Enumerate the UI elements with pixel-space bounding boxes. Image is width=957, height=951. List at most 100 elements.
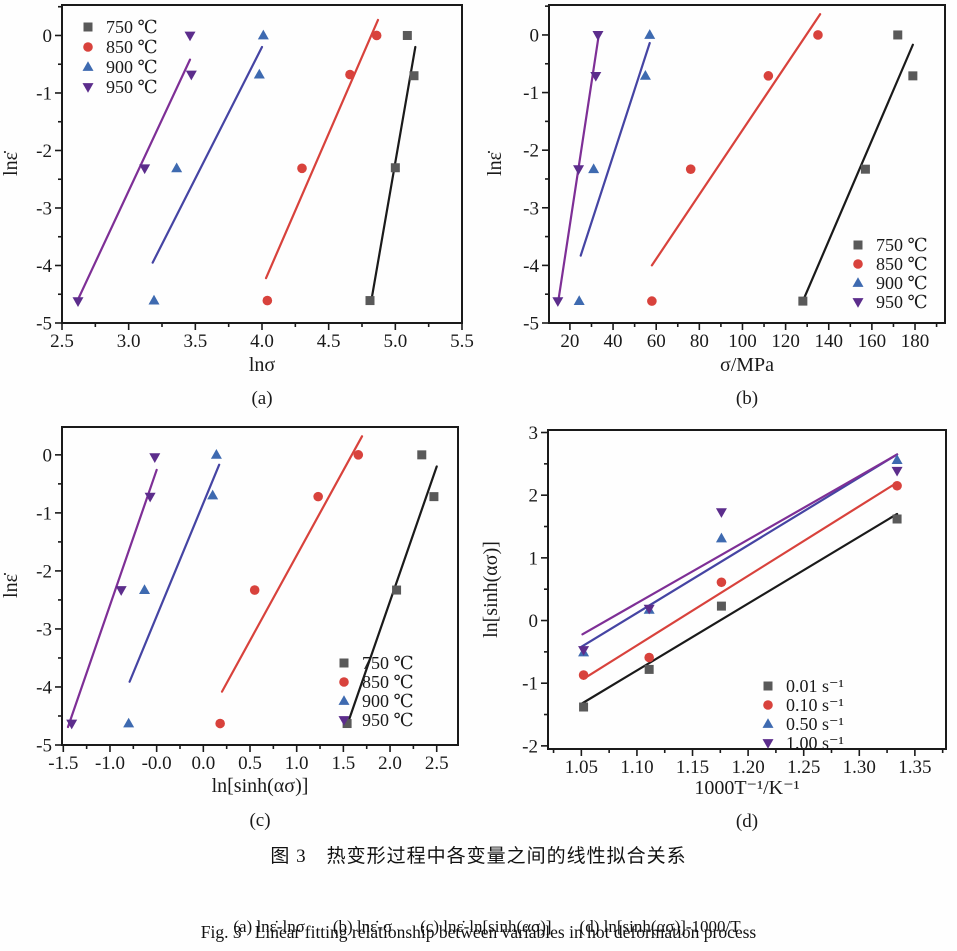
x-tick-label: 3.5 [183, 331, 207, 352]
legend-marker [853, 240, 863, 250]
data-point [313, 491, 323, 502]
data-point [417, 450, 427, 460]
legend-label: 750 ℃ [362, 653, 414, 673]
data-point [371, 30, 382, 41]
legend-label: 850 ℃ [106, 37, 158, 57]
x-axis-title: ln[sinh(ασ)] [212, 775, 309, 797]
data-point [715, 532, 727, 543]
x-tick-label: -1.0 [95, 753, 125, 774]
data-point [573, 295, 585, 306]
y-axis-title: lnε̇ [0, 572, 22, 598]
data-point [643, 604, 655, 615]
legend-label: 950 ℃ [362, 710, 414, 730]
y-tick-label: -2 [36, 141, 52, 162]
data-point [144, 492, 156, 503]
y-tick-label: -2 [36, 561, 52, 582]
legend-marker [763, 681, 773, 691]
data-point [72, 297, 84, 307]
x-tick-label: 1.5 [331, 753, 355, 774]
legend-marker [338, 695, 350, 705]
x-tick-label: 5.0 [383, 331, 407, 352]
legend-label: 750 ℃ [876, 235, 928, 255]
plot-frame [547, 429, 947, 750]
x-tick-label: 180 [901, 331, 930, 352]
legend-label: 0.50 s⁻¹ [786, 714, 844, 734]
y-tick-label: -1 [522, 674, 538, 695]
x-tick-label: 140 [814, 331, 843, 352]
data-point [297, 163, 307, 174]
data-point [171, 162, 183, 173]
subplot-c: -1.5 -1.0 -0.0 0.0 0.5 1.0 1.5 2.0 2.5 0 -1 -2 -3 -4 -… [0, 426, 459, 831]
fit-line-0.10s⁻¹ [582, 482, 898, 680]
data-point [590, 71, 602, 82]
fit-line-850℃ [650, 13, 822, 267]
data-point [552, 297, 564, 307]
data-point [813, 30, 823, 40]
x-tick-label: 0.5 [238, 753, 262, 774]
data-point [892, 514, 902, 524]
caption-subplot-d: (d) ln[sinh(ασ)]-1000/T [579, 917, 741, 936]
series-850℃ [215, 450, 364, 729]
panel-label-b: (b) [736, 388, 758, 409]
data-point [644, 652, 654, 663]
data-point [184, 31, 196, 42]
data-point [893, 30, 903, 40]
series-850℃ [262, 30, 382, 306]
data-point [139, 164, 151, 175]
fit-line-950℃ [75, 58, 192, 304]
x-tick-label: 1.35 [898, 757, 931, 778]
legend-marker [762, 739, 774, 749]
legend-label: 850 ℃ [362, 672, 414, 692]
data-point [860, 164, 870, 174]
y-tick-label: -1 [36, 503, 52, 524]
x-tick-label: 2.5 [50, 331, 74, 352]
x-tick-label: 120 [771, 331, 800, 352]
data-point [685, 164, 696, 174]
legend-marker [762, 718, 774, 728]
series-750℃ [365, 30, 419, 306]
x-tick-label: 1.15 [676, 757, 709, 778]
x-tick-label: -0.0 [142, 753, 172, 774]
caption-subplot-c: (c) lnε̇-ln[sinh(ασ)] [420, 917, 552, 936]
legend-marker [852, 277, 864, 287]
data-point [592, 31, 604, 41]
fit-line-950℃ [66, 468, 158, 729]
y-tick-label: -3 [36, 198, 52, 219]
y-axis-title: lnε̇ [0, 150, 22, 176]
legend-marker [83, 22, 93, 32]
data-point [353, 450, 364, 460]
y-tick-label: -5 [523, 314, 539, 335]
legend-label: 900 ℃ [106, 57, 158, 77]
data-point [716, 577, 727, 588]
series-750℃ [798, 30, 918, 306]
x-tick-label: 1.20 [731, 757, 764, 778]
fit-line-850℃ [264, 18, 380, 280]
y-tick-label: -3 [36, 619, 52, 640]
data-point [115, 586, 127, 596]
data-point [345, 69, 355, 80]
x-axis-title: lnσ [249, 354, 276, 376]
y-tick-label: 0 [43, 445, 53, 466]
subplot-d: 1.05 1.10 1.15 1.20 1.25 1.30 1.35 3 2 1 0 -1 -2 0.01… [480, 423, 947, 832]
data-point [207, 489, 219, 500]
x-axis-title: σ/MPa [720, 354, 774, 376]
series-900℃ [573, 29, 656, 306]
data-point [262, 295, 273, 306]
legend-label: 0.01 s⁻¹ [786, 676, 844, 696]
data-point [763, 71, 774, 81]
data-point [573, 165, 585, 175]
y-tick-label: -5 [36, 736, 52, 757]
y-tick-label: -3 [523, 198, 539, 219]
legend-marker [339, 677, 349, 687]
data-point [148, 294, 160, 305]
data-point [715, 508, 727, 518]
x-axis-title: 1000T⁻¹/K⁻¹ [694, 777, 799, 799]
data-point [123, 717, 135, 728]
legend-label: 1.00 s⁻¹ [786, 733, 844, 753]
x-tick-label: -1.5 [48, 753, 78, 774]
data-point [149, 453, 161, 463]
fit-line-850℃ [220, 435, 364, 693]
data-point [578, 646, 590, 656]
